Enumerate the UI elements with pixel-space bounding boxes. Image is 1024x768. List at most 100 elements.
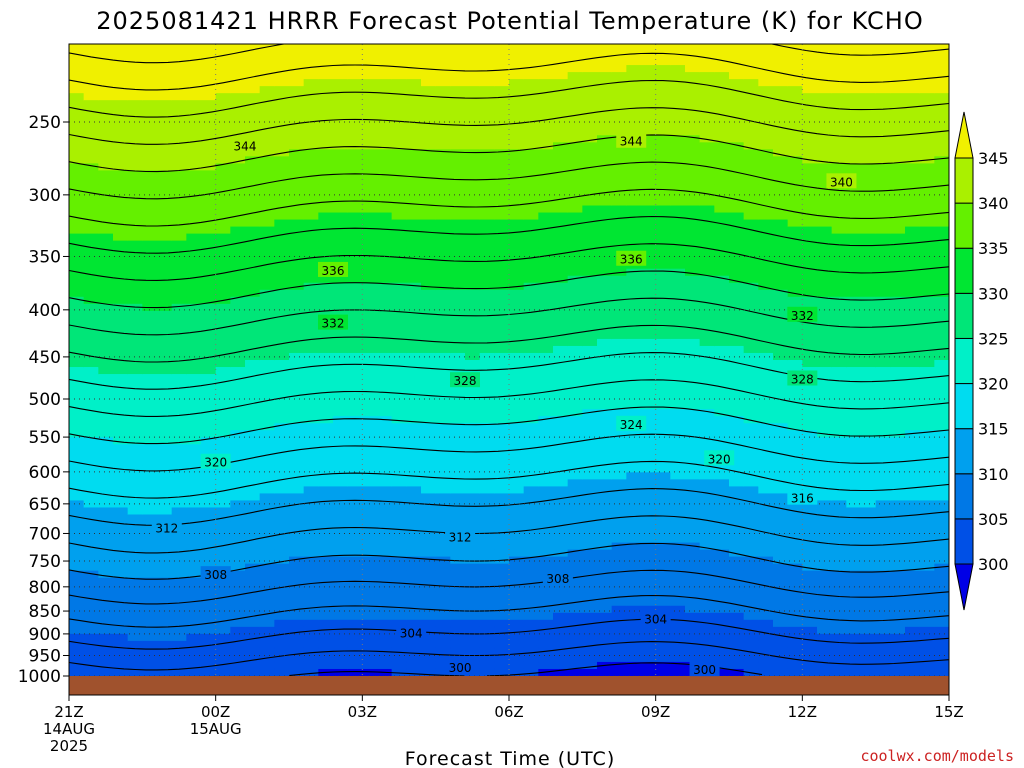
fill-cell <box>69 177 85 186</box>
fill-cell <box>831 430 847 438</box>
fill-cell <box>714 282 730 291</box>
fill-cell <box>655 268 671 277</box>
fill-cell <box>201 661 217 670</box>
fill-cell <box>597 521 613 530</box>
fill-cell <box>875 79 891 87</box>
fill-cell <box>553 247 569 256</box>
fill-cell <box>391 612 407 621</box>
fill-cell <box>435 395 451 403</box>
fill-cell <box>699 233 715 242</box>
fill-cell <box>567 51 583 59</box>
fill-cell <box>450 619 466 628</box>
fill-cell <box>494 268 510 277</box>
fill-cell <box>362 612 378 621</box>
fill-cell <box>479 451 495 459</box>
fill-cell <box>773 430 789 438</box>
fill-cell <box>406 191 422 200</box>
fill-cell <box>406 521 422 530</box>
fill-cell <box>655 500 671 509</box>
fill-cell <box>817 493 833 502</box>
fill-cell <box>186 514 202 523</box>
fill-cell <box>523 268 539 277</box>
fill-cell <box>597 416 613 424</box>
fill-cell <box>362 205 378 214</box>
fill-cell <box>641 668 657 677</box>
fill-cell <box>333 100 349 108</box>
fill-cell <box>758 149 774 157</box>
fill-cell <box>641 528 657 537</box>
fill-cell <box>215 184 231 193</box>
fill-cell <box>494 58 510 66</box>
fill-cell <box>274 416 290 424</box>
fill-cell <box>406 93 422 101</box>
fill-cell <box>773 303 789 312</box>
fill-cell <box>655 254 671 263</box>
fill-cell <box>274 324 290 333</box>
fill-cell <box>670 493 686 502</box>
fill-cell <box>406 226 422 235</box>
fill-cell <box>817 444 833 452</box>
fill-cell <box>98 121 114 129</box>
fill-cell <box>729 430 745 438</box>
fill-cell <box>333 605 349 614</box>
fill-cell <box>699 345 715 354</box>
fill-cell <box>347 107 363 115</box>
fill-cell <box>230 556 246 565</box>
fill-cell <box>347 317 363 326</box>
fill-cell <box>230 156 246 164</box>
fill-cell <box>743 486 759 495</box>
fill-cell <box>641 135 657 143</box>
fill-cell <box>875 254 891 263</box>
fill-cell <box>802 128 818 136</box>
fill-cell <box>259 191 275 200</box>
fill-cell <box>259 268 275 277</box>
fill-cell <box>655 388 671 396</box>
fill-cell <box>377 177 393 186</box>
fill-cell <box>685 521 701 530</box>
fill-cell <box>83 86 99 94</box>
fill-cell <box>597 619 613 628</box>
fill-cell <box>113 549 129 558</box>
fill-cell <box>538 156 554 164</box>
fill-cell <box>553 444 569 452</box>
fill-cell <box>861 156 877 164</box>
fill-cell <box>611 156 627 164</box>
fill-cell <box>303 93 319 101</box>
fill-cell <box>435 352 451 361</box>
fill-cell <box>69 93 85 101</box>
fill-cell <box>98 240 114 249</box>
fill-cell <box>289 661 305 670</box>
fill-cell <box>450 563 466 572</box>
fill-cell <box>699 514 715 523</box>
fill-cell <box>391 86 407 94</box>
fill-cell <box>98 177 114 186</box>
fill-cell <box>787 591 803 600</box>
fill-cell <box>450 444 466 452</box>
fill-cell <box>743 212 759 221</box>
fill-cell <box>274 570 290 579</box>
fill-cell <box>391 345 407 354</box>
fill-cell <box>699 633 715 642</box>
fill-cell <box>509 374 525 382</box>
fill-cell <box>347 563 363 572</box>
fill-cell <box>201 465 217 473</box>
fill-cell <box>435 72 451 80</box>
fill-cell <box>362 51 378 59</box>
fill-cell <box>758 577 774 586</box>
fill-cell <box>391 493 407 502</box>
fill-cell <box>450 402 466 410</box>
fill-cell <box>157 388 173 396</box>
fill-cell <box>655 58 671 66</box>
fill-cell <box>743 282 759 291</box>
fill-cell <box>567 296 583 305</box>
fill-cell <box>538 563 554 572</box>
fill-cell <box>259 633 275 642</box>
fill-cell <box>377 226 393 235</box>
fill-cell <box>831 472 847 480</box>
fill-cell <box>611 528 627 537</box>
fill-cell <box>303 542 319 551</box>
fill-cell <box>538 402 554 410</box>
fill-cell <box>230 121 246 129</box>
fill-cell <box>846 570 862 579</box>
fill-cell <box>230 423 246 431</box>
